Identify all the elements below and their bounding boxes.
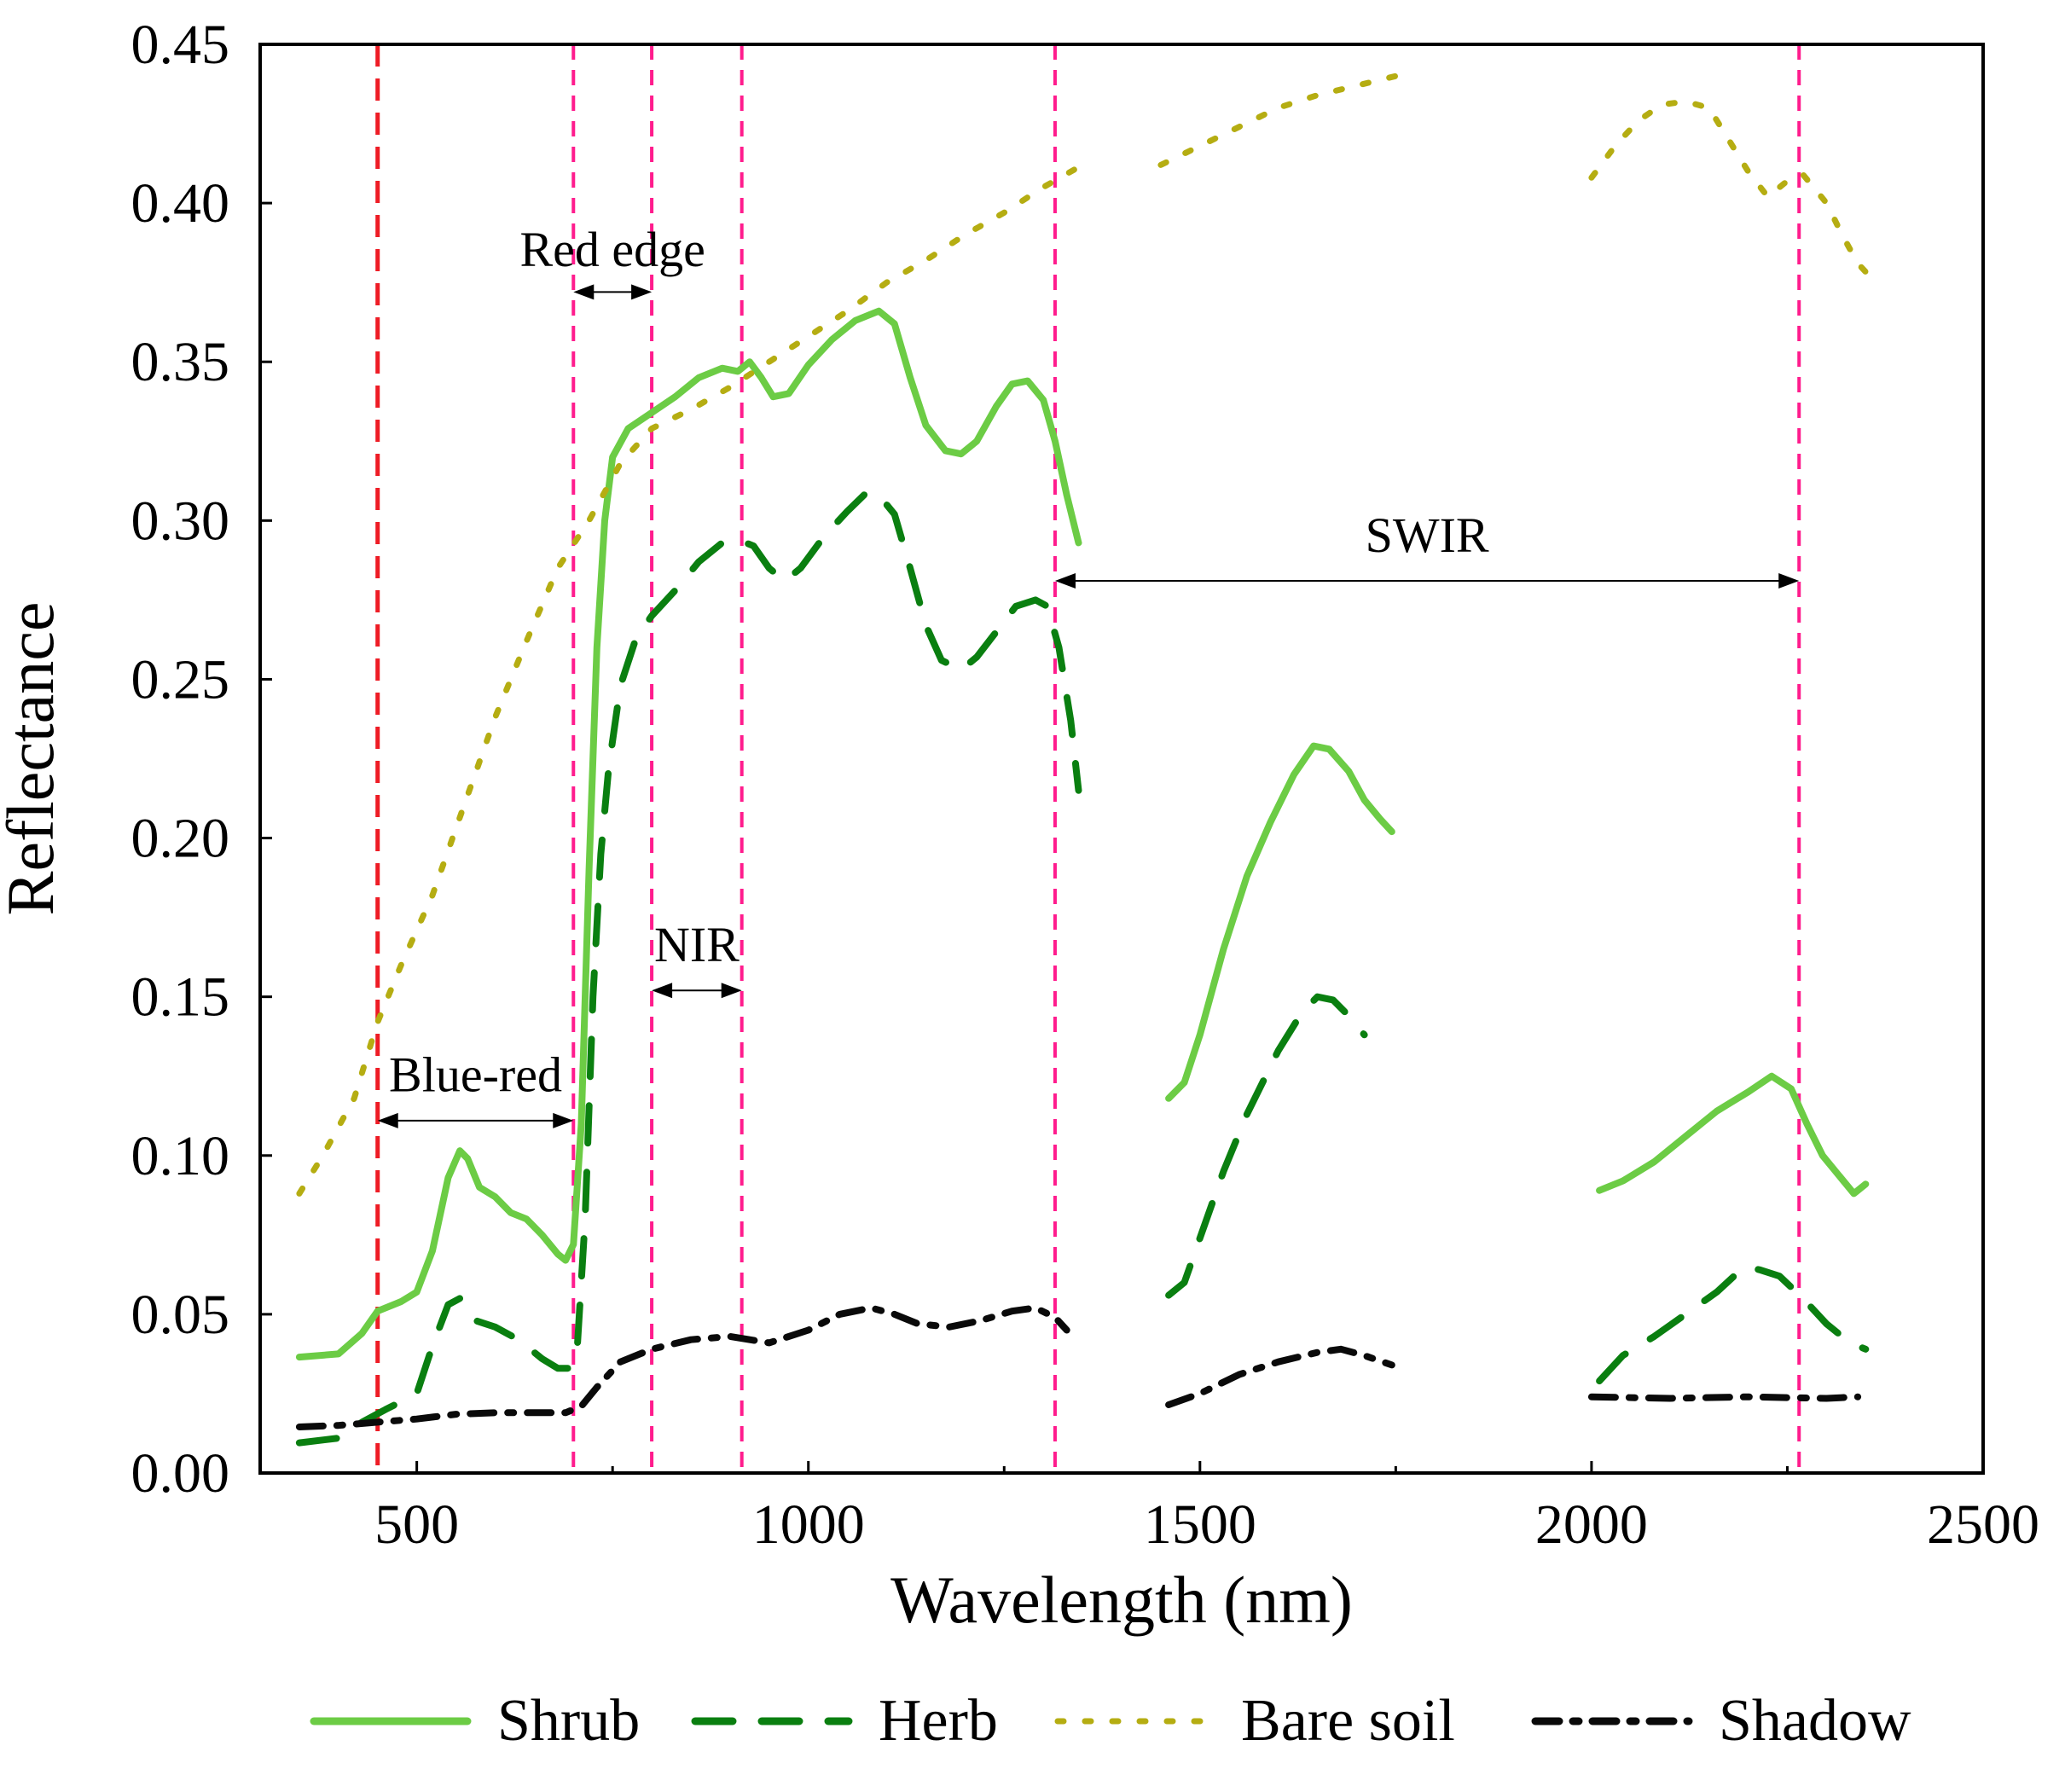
annotation-red-edge: Red edge (519, 222, 705, 300)
annotation-label: NIR (654, 917, 740, 972)
annotation-label: Red edge (519, 222, 705, 277)
x-axis-title: Wavelength (nm) (890, 1563, 1353, 1637)
series-bare-soil (296, 72, 1873, 1197)
x-tick-label: 2000 (1535, 1493, 1648, 1556)
arrowhead-right (553, 1112, 574, 1128)
y-axis: 0.00 0.05 0.10 0.15 0.20 0.25 0.30 0.35 0.40 0.45 (131, 14, 272, 1505)
annotation-swir: SWIR (1054, 507, 1800, 589)
series-line (1165, 993, 1368, 1299)
legend-label: Herb (879, 1688, 998, 1754)
arrowhead-left (573, 284, 595, 300)
series-line (1588, 98, 1873, 280)
legend-label: Shrub (497, 1688, 640, 1754)
y-tick-label: 0.35 (131, 331, 230, 393)
legend-item-shrub: Shrub (310, 1688, 640, 1754)
series-line (1596, 1263, 1870, 1385)
y-tick-label: 0.45 (131, 14, 230, 76)
series-layer (295, 72, 1873, 1447)
x-tick-label: 1000 (752, 1493, 865, 1556)
arrowhead-left (377, 1112, 398, 1128)
legend-item-shadow: Shadow (1531, 1688, 1911, 1754)
y-tick-label: 0.15 (131, 966, 230, 1029)
legend-label: Bare soil (1241, 1688, 1455, 1754)
x-tick-label: 2500 (1927, 1493, 2039, 1556)
series-line (296, 161, 1086, 1197)
band-annotations: Blue-red Red edge NIR SWIR (377, 222, 1800, 1128)
y-tick-label: 0.05 (131, 1284, 230, 1346)
x-tick-label: 500 (374, 1493, 459, 1556)
series-line (295, 1304, 1070, 1430)
series-shadow (295, 1304, 1862, 1430)
arrowhead-left (652, 983, 673, 999)
arrowhead-right (1778, 573, 1800, 589)
y-tick-label: 0.25 (131, 648, 230, 710)
annotation-nir: NIR (652, 917, 742, 999)
arrowhead-right (631, 284, 653, 300)
legend-item-herb: Herb (691, 1688, 998, 1754)
y-tick-label: 0.20 (131, 808, 230, 870)
series-line (1165, 742, 1395, 1102)
series-line (295, 307, 1082, 1361)
x-axis: 500 1000 1500 2000 2500 (374, 1461, 2039, 1556)
series-line (295, 488, 1082, 1447)
legend: Shrub Herb Bare soil Shadow (310, 1688, 1911, 1754)
y-tick-label: 0.00 (131, 1442, 230, 1505)
series-herb (295, 488, 1870, 1447)
y-axis-title: Reflectance (0, 601, 67, 915)
y-tick-label: 0.40 (131, 172, 230, 235)
annotation-label: Blue-red (389, 1047, 562, 1103)
series-shrub (295, 307, 1870, 1361)
series-line (1587, 1393, 1862, 1402)
series-line (1165, 1345, 1395, 1408)
series-line (1596, 1072, 1870, 1198)
y-tick-label: 0.30 (131, 490, 230, 552)
series-line (1157, 72, 1399, 168)
arrowhead-left (1054, 573, 1076, 589)
annotation-blue-red: Blue-red (377, 1047, 574, 1128)
y-tick-label: 0.10 (131, 1125, 230, 1187)
legend-label: Shadow (1719, 1688, 1911, 1754)
arrowhead-right (721, 983, 742, 999)
legend-item-bare-soil: Bare soil (1054, 1688, 1455, 1754)
annotation-label: SWIR (1366, 507, 1489, 563)
plot-frame (258, 43, 1985, 1475)
x-tick-label: 1500 (1144, 1493, 1256, 1556)
